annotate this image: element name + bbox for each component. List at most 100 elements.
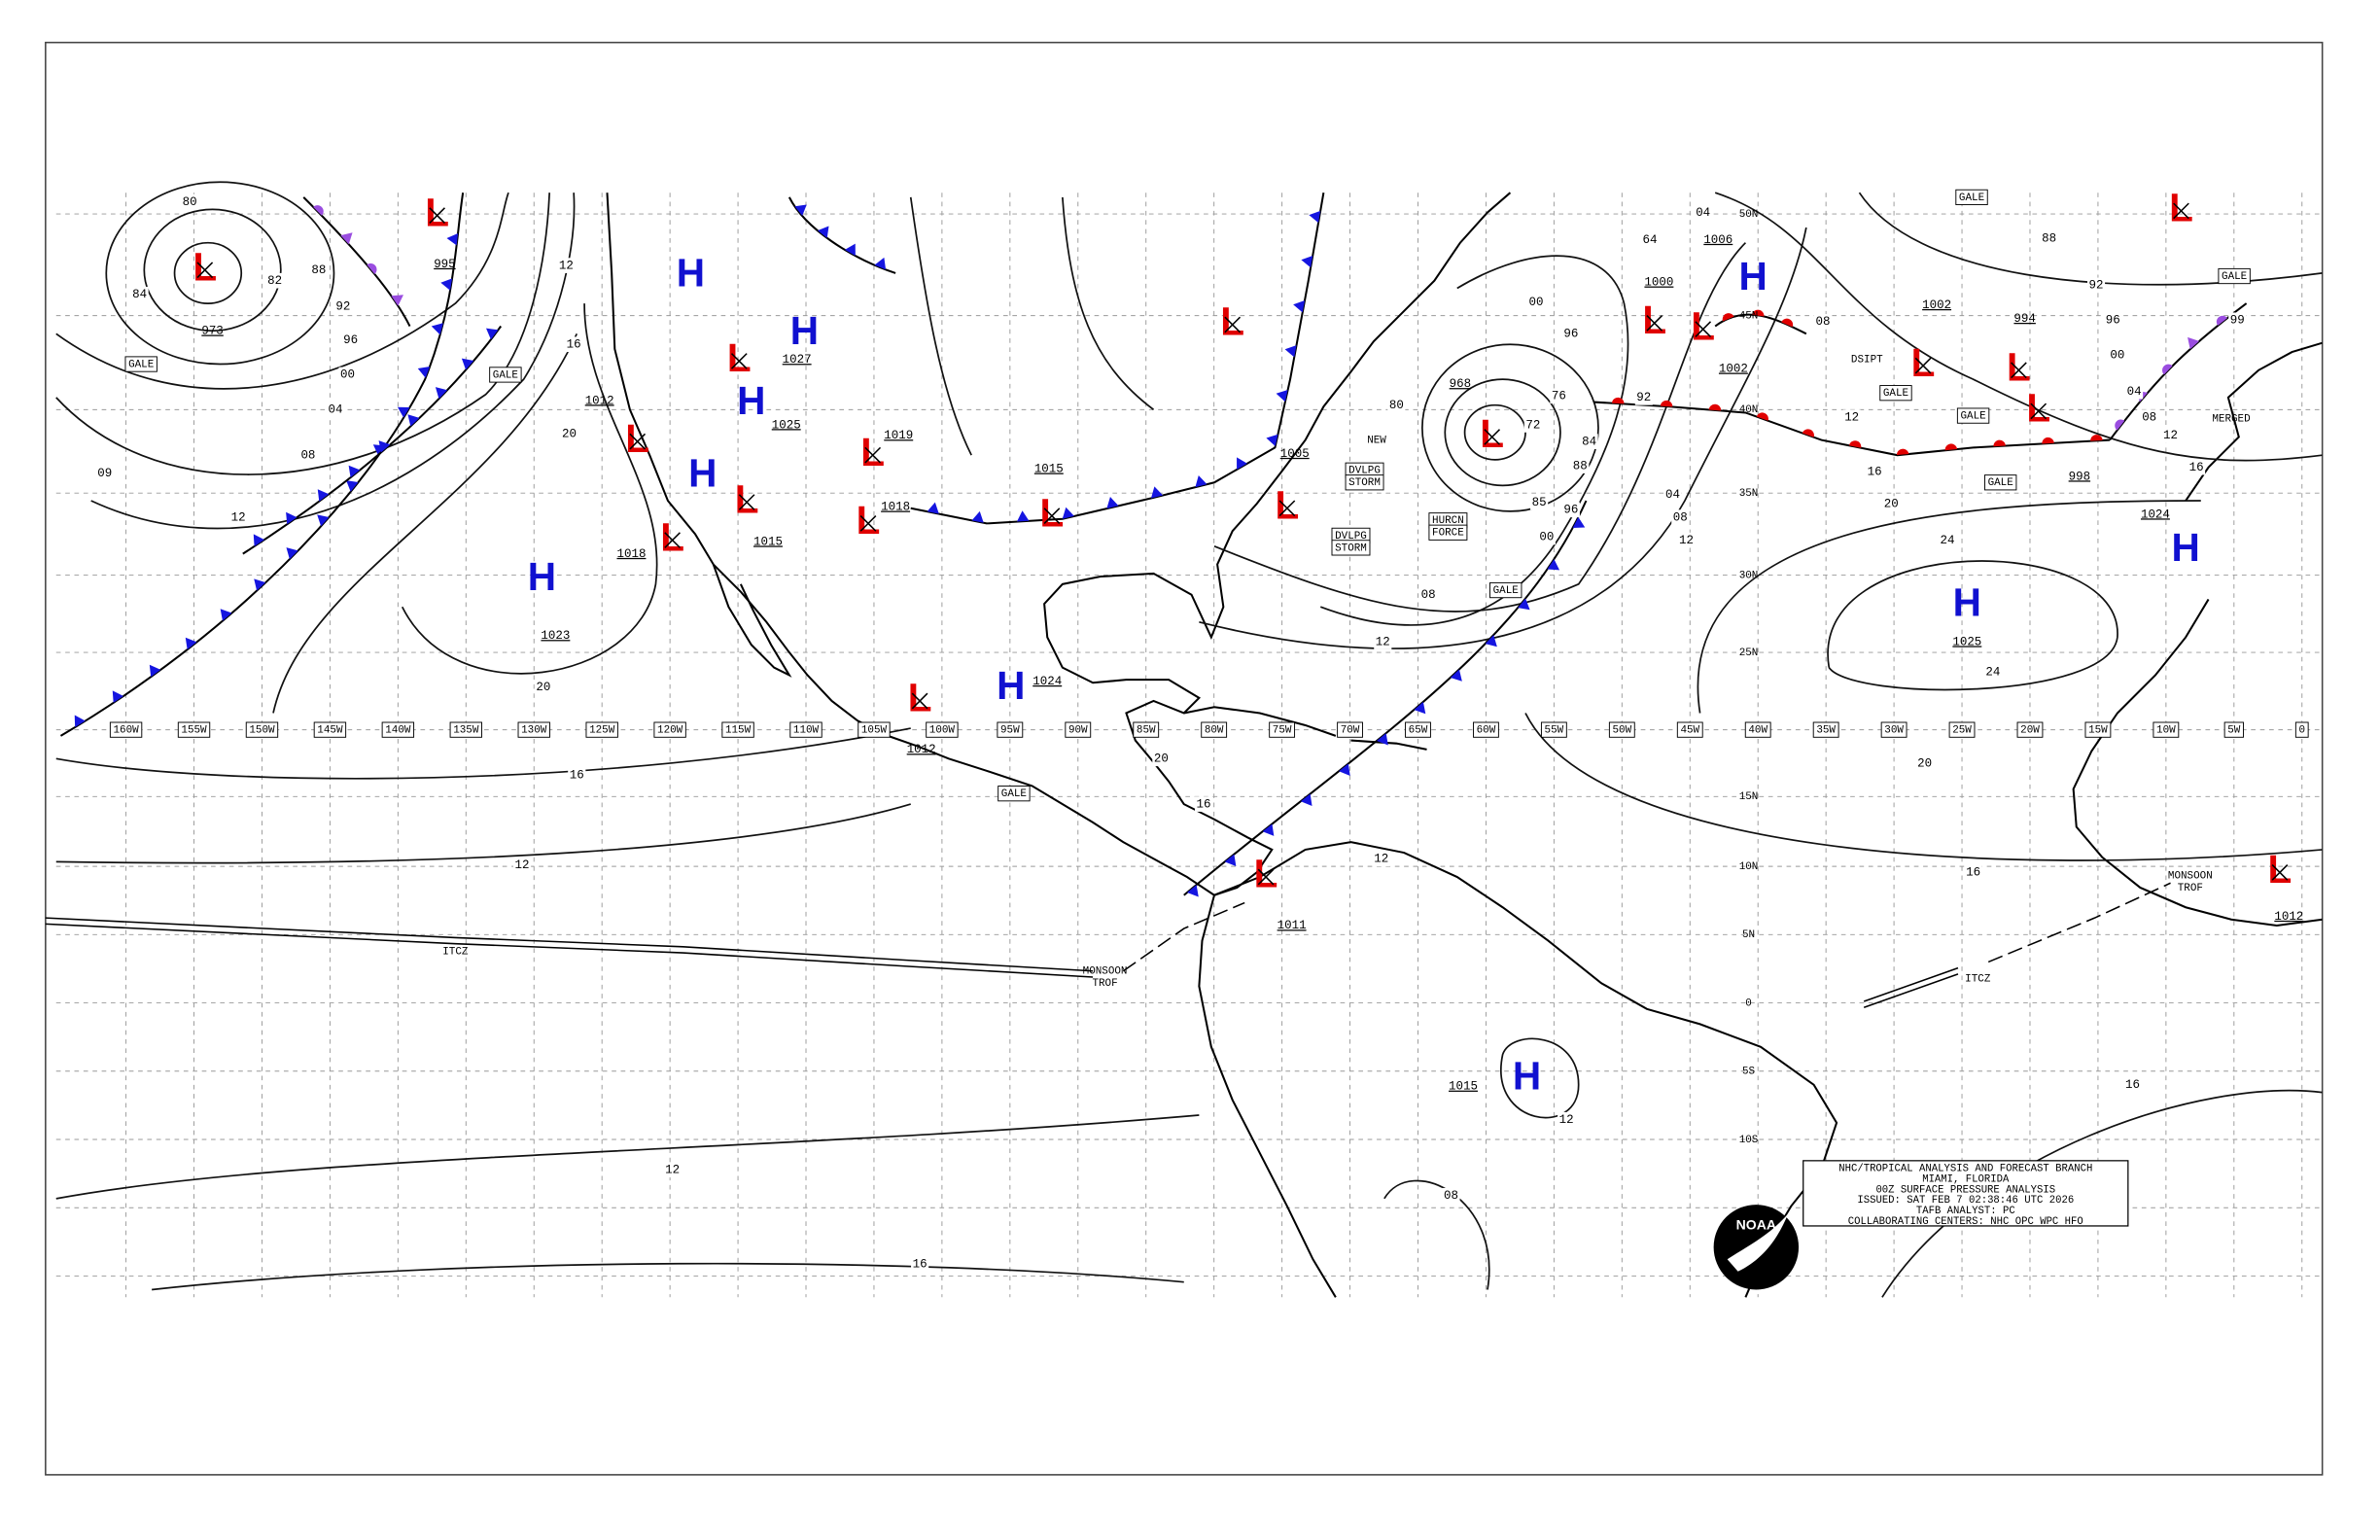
longitude-label: 25W	[1952, 725, 1972, 737]
isobar-label: 12	[231, 510, 246, 524]
isobar	[55, 1114, 1200, 1200]
low-marker	[1695, 321, 1712, 338]
annotation: GALE	[128, 359, 154, 370]
isobar-label: 96	[1563, 328, 1578, 341]
isobar-label-bg	[1580, 434, 1598, 449]
low-marker	[1043, 508, 1061, 524]
isobar-label-bg	[1558, 1111, 1576, 1128]
front-barb	[1106, 497, 1119, 509]
longitude-label: 125W	[589, 725, 615, 737]
title-line: ISSUED: SAT FEB 7 02:38:46 UTC 2026	[1857, 1195, 2074, 1207]
longitude-label-box	[721, 721, 754, 738]
low-center: L	[1040, 490, 1065, 535]
longitude-label: 105W	[861, 725, 888, 737]
high-center: H	[737, 378, 765, 423]
front-barb	[346, 480, 359, 492]
front-barb	[286, 547, 298, 560]
isobar-label-bg	[1526, 294, 1546, 310]
front-bump	[313, 205, 324, 216]
coast-cuba	[1183, 706, 1427, 751]
low-marker	[429, 207, 445, 224]
isobar-label: 12	[1679, 534, 1694, 547]
front-barb	[927, 502, 939, 514]
low-marker	[1484, 429, 1501, 445]
isobar-label: 16	[1966, 866, 1980, 880]
longitude-label: 90W	[1068, 725, 1088, 737]
annotation: FORCE	[1432, 528, 1464, 540]
occluded-front	[2109, 302, 2248, 441]
latitude-label: 10S	[1739, 1135, 1759, 1146]
isobar-label-bg	[663, 1162, 682, 1178]
low-marker	[738, 494, 755, 510]
isobar-label: 12	[1559, 1113, 1574, 1127]
isobar-label-bg	[333, 298, 352, 315]
isobar	[1421, 343, 1599, 512]
annotation: ITCZ	[1965, 973, 1991, 985]
central-pressure: 1015	[753, 535, 783, 548]
front-barb	[74, 715, 86, 728]
low-marker	[2030, 402, 2048, 420]
front-barb	[485, 328, 499, 340]
front-barb	[1195, 475, 1208, 488]
annotation: DVLPG	[1348, 466, 1381, 477]
isobar-label-bg	[298, 447, 317, 463]
front-bump	[1993, 439, 2006, 447]
isobar-label-bg	[341, 332, 360, 348]
longitude-label: 0	[2298, 725, 2305, 737]
front-barb	[2188, 336, 2200, 350]
low-marker	[1224, 316, 1242, 333]
isobar	[1319, 255, 1629, 626]
longitude-label: 10W	[2156, 725, 2176, 737]
low-center: L	[908, 676, 932, 720]
low-center: L	[425, 190, 449, 234]
monsoon-trough	[1122, 901, 1245, 972]
title-block: NHC/TROPICAL ANALYSIS AND FORECAST BRANC…	[1802, 1160, 2129, 1228]
low-marker	[1278, 500, 1296, 517]
annotation-box	[489, 367, 522, 383]
isobar-label: 16	[1868, 466, 1882, 479]
low-center: L	[660, 514, 684, 559]
front-barb	[1276, 390, 1288, 402]
high-center: H	[997, 663, 1025, 708]
central-pressure: 1012	[907, 743, 936, 756]
fronts	[59, 192, 2248, 897]
front-barb	[407, 414, 420, 427]
isobar	[401, 303, 658, 675]
isobar-label-bg	[565, 336, 583, 353]
noaa-logo: NOAA	[1713, 1205, 1800, 1290]
low-marker	[864, 446, 882, 464]
central-pressure: 1024	[1032, 675, 1062, 688]
low-center: L	[1911, 340, 1936, 385]
isobar-label-bg	[2040, 230, 2058, 246]
annotation: GALE	[1883, 388, 1908, 400]
isobar-label: 80	[183, 195, 197, 209]
annotation: DSIPT	[1851, 355, 1883, 367]
isobar-label-bg	[1939, 532, 1957, 548]
low-marker	[1646, 315, 1663, 332]
longitude-label: 100W	[929, 725, 956, 737]
isobar-label-bg	[309, 262, 328, 278]
front-barb	[794, 204, 807, 217]
isobar	[1714, 192, 2323, 462]
longitude-label-box	[858, 721, 891, 738]
front-barb	[340, 232, 353, 245]
isobar-label-bg	[1372, 851, 1390, 867]
isobar-label: 24	[1985, 666, 2000, 680]
isobar	[1444, 378, 1561, 487]
title-line: NHC/TROPICAL ANALYSIS AND FORECAST BRANC…	[1838, 1163, 2092, 1174]
isobar-label: 16	[1197, 797, 1211, 811]
low-marker	[1257, 868, 1275, 886]
isobar	[272, 332, 578, 714]
low-marker	[664, 532, 681, 548]
isobar-label: 16	[2189, 461, 2204, 474]
latitude-label: 15N	[1739, 791, 1759, 803]
isobar-label: 24	[1941, 534, 1955, 547]
isobar-label-bg	[2108, 347, 2126, 363]
longitude-label: 60W	[1477, 725, 1496, 737]
coast-north-america	[606, 192, 1512, 896]
front-barb	[220, 609, 232, 621]
latitude-label: 40N	[1739, 404, 1759, 416]
annotation: DVLPG	[1335, 531, 1367, 542]
low-center: L	[860, 430, 885, 474]
isobar-label: 16	[570, 769, 584, 783]
